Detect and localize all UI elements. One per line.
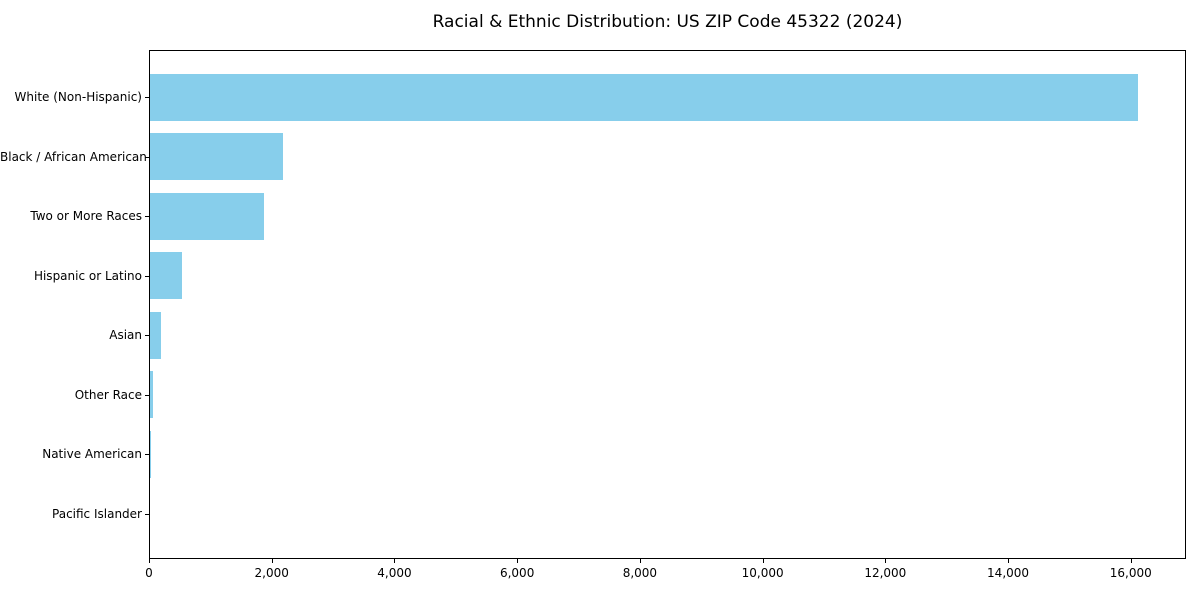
y-axis-tickmark <box>145 335 149 337</box>
x-axis-tick-label: 2,000 <box>254 566 289 580</box>
x-axis-tickmark <box>639 559 641 563</box>
y-axis-label: Other Race <box>74 387 142 402</box>
y-axis-label: Hispanic or Latino <box>33 268 142 283</box>
x-axis-tick-label: 0 <box>145 566 153 580</box>
bar <box>150 252 182 300</box>
x-axis-tickmark <box>762 559 764 563</box>
plot-area <box>149 50 1186 559</box>
y-axis-label: Two or More Races <box>30 209 142 224</box>
bar <box>150 371 153 419</box>
x-axis-tick-label: 10,000 <box>741 566 784 580</box>
x-axis-tick-label: 4,000 <box>377 566 412 580</box>
y-axis-label: Pacific Islander <box>52 506 142 521</box>
bar <box>150 430 151 478</box>
y-axis-label: Native American <box>42 447 142 462</box>
y-axis-tickmark <box>145 394 149 396</box>
y-axis-tickmark <box>145 513 149 515</box>
y-axis-label: White (Non-Hispanic) <box>14 90 142 104</box>
x-axis-tickmark <box>1130 559 1132 563</box>
x-axis-tick-label: 8,000 <box>622 566 658 580</box>
x-axis-tickmark <box>1008 559 1010 563</box>
bar <box>150 73 1138 121</box>
chart-title: Racial & Ethnic Distribution: US ZIP Cod… <box>432 12 903 32</box>
y-axis-tickmark <box>145 454 149 456</box>
bar <box>150 311 161 359</box>
x-axis-tick-label: 14,000 <box>987 566 1030 580</box>
y-axis-tickmark <box>145 156 149 158</box>
bar <box>150 192 264 240</box>
x-axis-tickmark <box>885 559 887 563</box>
x-axis-tickmark <box>517 559 519 563</box>
x-axis-tick-label: 6,000 <box>499 566 535 580</box>
y-axis-label: Asian <box>109 328 142 343</box>
x-axis-tick-label: 12,000 <box>864 566 907 580</box>
x-axis-tickmark <box>149 559 150 563</box>
x-axis-tick-label: 16,000 <box>1109 566 1152 580</box>
y-axis-tickmark <box>145 216 149 218</box>
y-axis-tickmark <box>145 275 149 277</box>
x-axis-tickmark <box>271 559 273 563</box>
x-axis-tickmark <box>394 559 396 563</box>
y-axis-label: Black / African American <box>0 149 147 164</box>
y-axis-tickmark <box>145 97 149 98</box>
bar <box>150 133 283 181</box>
